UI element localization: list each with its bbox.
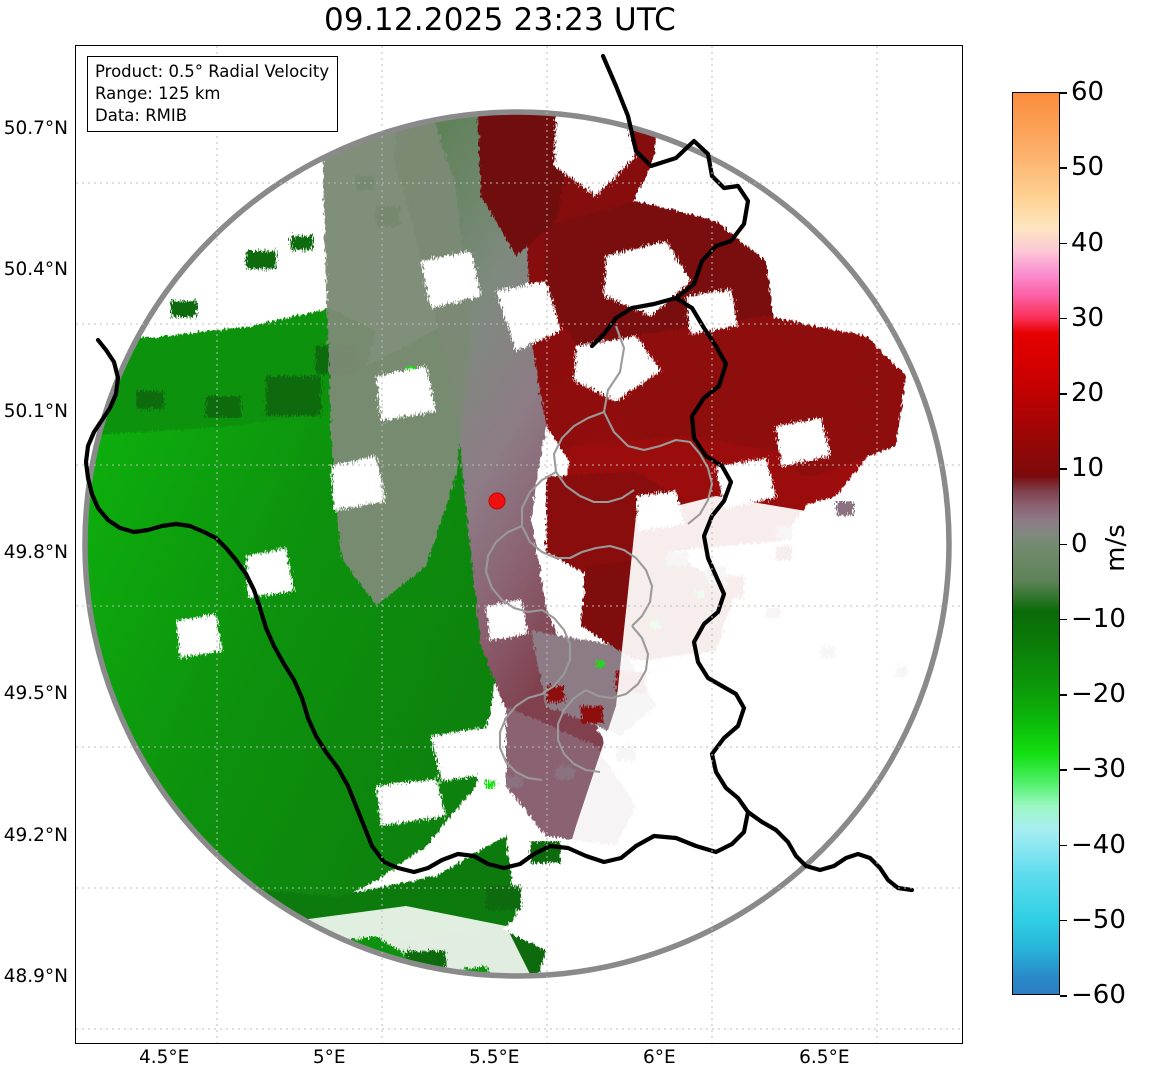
- map-clip: [76, 46, 962, 1043]
- x-tick-label: 4.5°E: [138, 1047, 190, 1068]
- page-title: 09.12.2025 23:23 UTC: [324, 2, 676, 38]
- x-tick-label: 6.5°E: [799, 1047, 850, 1068]
- info-data: Data: RMIB: [95, 105, 188, 125]
- y-tick-label: 50.4°N: [3, 259, 68, 281]
- colorbar-gradient: [1012, 92, 1060, 995]
- colorbar-tick-label: 60: [1071, 77, 1105, 107]
- country-borders: [83, 53, 915, 893]
- y-tick-label: 49.5°N: [3, 683, 68, 705]
- colorbar-tick: [1060, 242, 1067, 244]
- info-product: Product: 0.5° Radial Velocity: [95, 62, 330, 81]
- colorbar-tick-label: 0: [1071, 528, 1088, 559]
- colorbar-tick-label: 20: [1071, 378, 1105, 408]
- y-tick-label: 49.8°N: [3, 541, 68, 563]
- y-tick-label: 50.7°N: [3, 117, 68, 139]
- colorbar-tick-label: −20: [1071, 679, 1126, 709]
- colorbar-tick-label: −40: [1071, 829, 1126, 860]
- colorbar-tick-label: −60: [1071, 980, 1126, 1010]
- colorbar-tick: [1060, 919, 1067, 922]
- colorbar-tick: [1060, 317, 1067, 320]
- colorbar[interactable]: 60 50 40 30 20 10 0 −10 −20 −30 −40 −50 −60: [1012, 77, 1126, 1010]
- product-info-box: Product: 0.5° Radial Velocity Range: 125…: [87, 56, 339, 133]
- y-tick-label: 50.1°N: [3, 400, 68, 422]
- colorbar-unit-label: m/s: [1101, 524, 1131, 572]
- y-tick-label: 48.9°N: [3, 966, 68, 988]
- map-plot-area[interactable]: Product: 0.5° Radial Velocity Range: 125…: [75, 45, 963, 1044]
- colorbar-tick: [1060, 995, 1067, 997]
- colorbar-tick-label: 40: [1071, 227, 1105, 258]
- radar-site-marker[interactable]: [488, 492, 506, 510]
- map-gridlines: [76, 46, 962, 1043]
- colorbar-tick: [1060, 844, 1067, 846]
- colorbar-tick: [1060, 769, 1067, 771]
- colorbar-tick: [1060, 468, 1067, 470]
- colorbar-tick: [1060, 694, 1067, 696]
- colorbar-tick: [1060, 393, 1067, 395]
- range-ring-125km: [82, 109, 952, 979]
- info-range: Range: 125 km: [95, 83, 221, 103]
- colorbar-tick-label: −10: [1071, 603, 1126, 634]
- colorbar-tick: [1060, 92, 1067, 94]
- colorbar-tick-label: 30: [1071, 302, 1105, 333]
- y-tick-label: 49.2°N: [3, 824, 68, 846]
- colorbar-tick-label: −30: [1071, 754, 1126, 785]
- x-tick-label: 5°E: [312, 1047, 346, 1068]
- x-tick-label: 6°E: [642, 1047, 676, 1068]
- colorbar-tick: [1060, 543, 1067, 545]
- colorbar-tick: [1060, 167, 1067, 169]
- colorbar-tick-label: −50: [1071, 904, 1126, 935]
- colorbar-tick-label: 10: [1071, 453, 1105, 484]
- x-tick-label: 5.5°E: [469, 1047, 520, 1068]
- colorbar-tick: [1060, 618, 1067, 621]
- colorbar-tick-label: 50: [1071, 152, 1105, 183]
- radar-velocity-raster: [76, 46, 962, 1043]
- admin-borders: [484, 325, 714, 782]
